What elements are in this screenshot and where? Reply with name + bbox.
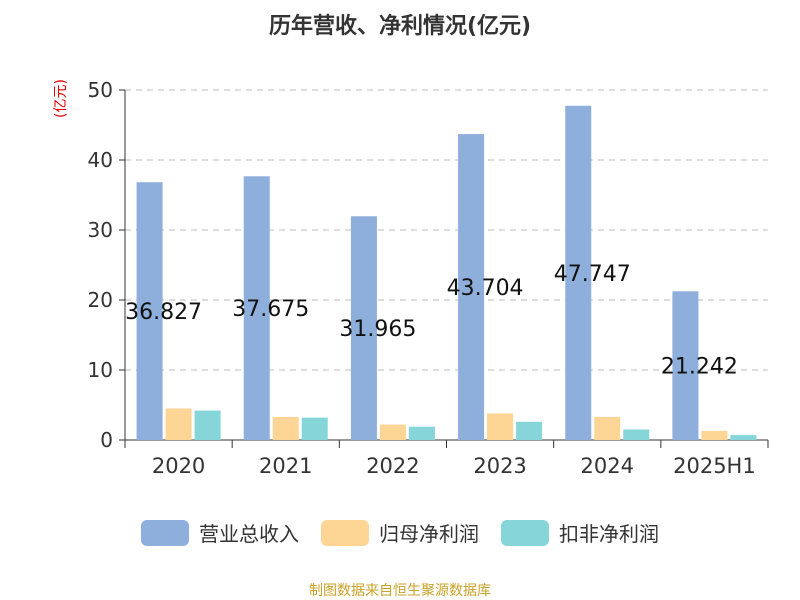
bar-0-2023 bbox=[458, 134, 485, 440]
y-tick-label: 40 bbox=[88, 148, 113, 172]
legend-item-revenue[interactable]: 营业总收入 bbox=[141, 518, 299, 547]
bar-0-2021 bbox=[243, 176, 270, 440]
y-tick-label: 30 bbox=[88, 218, 113, 242]
x-tick-label: 2022 bbox=[366, 454, 419, 478]
bar-1-2021 bbox=[272, 416, 299, 440]
x-tick-label: 2025H1 bbox=[673, 454, 756, 478]
bar-0-2025H1 bbox=[672, 291, 699, 440]
bar-0-2024 bbox=[565, 105, 592, 441]
bar-0-2020 bbox=[136, 182, 163, 440]
y-tick-label: 10 bbox=[88, 358, 113, 382]
x-tick-label: 2020 bbox=[152, 454, 205, 478]
data-label: 37.675 bbox=[232, 297, 309, 322]
y-tick-label: 0 bbox=[100, 428, 113, 452]
legend-label-deducted-profit: 扣非净利润 bbox=[559, 522, 659, 546]
bar-1-2024 bbox=[594, 416, 621, 440]
legend-swatch-revenue bbox=[141, 519, 189, 546]
bar-2-2023 bbox=[516, 421, 543, 440]
legend-label-net-profit: 归母净利润 bbox=[379, 522, 479, 546]
bar-2-2020 bbox=[194, 410, 221, 440]
bar-1-2020 bbox=[165, 408, 192, 440]
data-label: 36.827 bbox=[125, 300, 202, 325]
data-label: 31.965 bbox=[339, 317, 416, 342]
data-label: 47.747 bbox=[554, 262, 631, 287]
legend-item-net-profit[interactable]: 归母净利润 bbox=[321, 518, 479, 547]
bar-1-2022 bbox=[379, 424, 406, 440]
bar-2-2024 bbox=[623, 429, 650, 440]
y-tick-label: 50 bbox=[88, 78, 113, 102]
legend-item-deducted-profit[interactable]: 扣非净利润 bbox=[501, 518, 659, 547]
x-tick-label: 2021 bbox=[259, 454, 312, 478]
data-label: 43.704 bbox=[447, 276, 524, 301]
bar-1-2025H1 bbox=[701, 430, 728, 440]
bar-0-2022 bbox=[350, 216, 377, 440]
bar-2-2022 bbox=[408, 426, 435, 440]
legend-swatch-net-profit bbox=[321, 519, 369, 546]
chart-title: 历年营收、净利情况(亿元) bbox=[268, 14, 532, 39]
legend-swatch-deducted-profit bbox=[501, 519, 549, 546]
y-tick-label: 20 bbox=[88, 288, 113, 312]
data-label: 21.242 bbox=[661, 355, 738, 380]
bar-2-2021 bbox=[301, 417, 328, 440]
x-tick-label: 2024 bbox=[581, 454, 634, 478]
data-source-note: 制图数据来自恒生聚源数据库 bbox=[309, 583, 491, 599]
legend: 营业总收入 归母净利润 扣非净利润 bbox=[0, 518, 800, 547]
legend-label-revenue: 营业总收入 bbox=[199, 522, 299, 546]
x-tick-label: 2023 bbox=[473, 454, 526, 478]
bar-2-2025H1 bbox=[730, 435, 757, 440]
bar-1-2023 bbox=[487, 413, 514, 440]
